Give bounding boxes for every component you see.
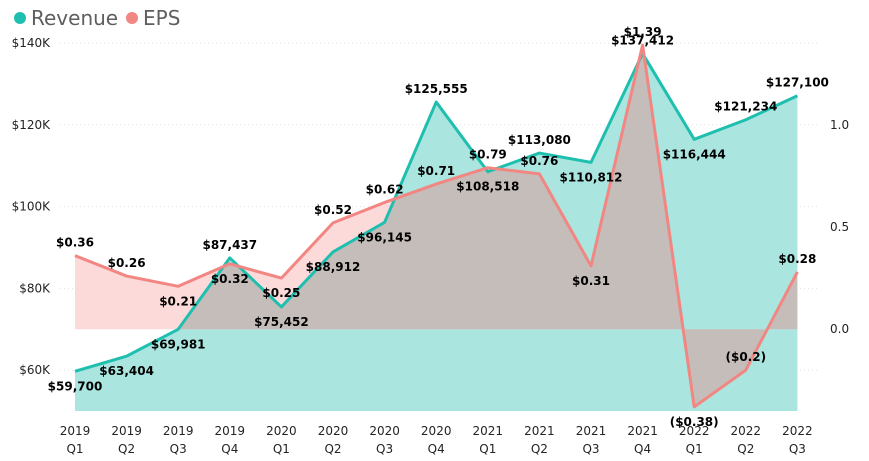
x-tick-label-year: 2020 xyxy=(318,424,349,438)
x-tick-label-quarter: Q1 xyxy=(273,442,290,456)
x-tick-label-quarter: Q4 xyxy=(428,442,445,456)
eps-data-label: $0.62 xyxy=(366,182,404,196)
revenue-data-label: $108,518 xyxy=(456,180,519,194)
x-axis: 2019 Q1 2019 Q2 2019 Q3 2019 Q4 2020 Q1 2020 Q2 2020… xyxy=(60,424,813,456)
left-y-axis: $60K $80K $100K $120K $140K xyxy=(12,36,52,377)
x-tick-label-quarter: Q2 xyxy=(737,442,754,456)
legend-label-eps[interactable]: EPS xyxy=(143,6,180,30)
x-tick-label-quarter: Q3 xyxy=(789,442,806,456)
revenue-data-label: $96,145 xyxy=(357,230,412,244)
area-layer xyxy=(75,45,798,412)
legend: Revenue EPS xyxy=(14,6,180,30)
y-left-tick-label: $120K xyxy=(12,118,52,132)
eps-data-label: $0.79 xyxy=(469,148,507,162)
x-tick-label-year: 2022 xyxy=(731,424,762,438)
x-tick-label-quarter: Q2 xyxy=(118,442,135,456)
x-tick-label-year: 2021 xyxy=(627,424,658,438)
eps-data-label: ($0.2) xyxy=(726,350,767,364)
revenue-data-label: $88,912 xyxy=(306,260,361,274)
y-left-tick-label: $60K xyxy=(19,363,51,377)
legend-label-revenue[interactable]: Revenue xyxy=(31,6,118,30)
revenue-line[interactable] xyxy=(74,52,799,373)
revenue-data-label: $75,452 xyxy=(254,315,309,329)
y-left-tick-label: $80K xyxy=(19,281,51,295)
x-tick-label-year: 2019 xyxy=(215,424,246,438)
revenue-data-label: $116,444 xyxy=(663,147,726,161)
eps-data-label: ($0.38) xyxy=(670,415,719,429)
eps-data-label: $0.26 xyxy=(108,256,146,270)
data-labels: $59,700$63,404 $69,981 $87,437 $75,452 $88,9… xyxy=(48,25,829,429)
eps-data-label: $0.28 xyxy=(778,252,816,266)
x-tick-label-quarter: Q2 xyxy=(531,442,548,456)
x-tick-label-quarter: Q2 xyxy=(324,442,341,456)
eps-data-label: $0.31 xyxy=(572,274,610,288)
eps-line[interactable] xyxy=(74,43,799,409)
revenue-data-label: $59,700 xyxy=(48,379,103,393)
y-right-tick-label: 1.0 xyxy=(830,118,849,132)
x-tick-label-year: 2021 xyxy=(473,424,504,438)
x-tick-label-quarter: Q4 xyxy=(221,442,238,456)
legend-marker-eps[interactable] xyxy=(126,12,138,24)
revenue-data-label: $125,555 xyxy=(405,82,468,96)
x-tick-label-quarter: Q1 xyxy=(66,442,83,456)
x-tick-label-quarter: Q4 xyxy=(634,442,651,456)
eps-data-label: $0.36 xyxy=(56,236,94,250)
x-tick-label-quarter: Q1 xyxy=(479,442,496,456)
legend-marker-revenue[interactable] xyxy=(14,12,26,24)
eps-data-label: $0.76 xyxy=(520,154,558,168)
revenue-data-label: $110,812 xyxy=(559,170,622,184)
x-tick-label-year: 2021 xyxy=(576,424,607,438)
eps-data-label: $0.71 xyxy=(417,164,455,178)
line-layer xyxy=(74,43,799,409)
revenue-data-label: $113,080 xyxy=(508,133,571,147)
y-left-tick-label: $140K xyxy=(12,36,52,50)
revenue-data-label: $69,981 xyxy=(151,337,206,351)
eps-data-label: $0.52 xyxy=(314,203,352,217)
x-tick-label-year: 2022 xyxy=(782,424,813,438)
x-tick-label-year: 2021 xyxy=(524,424,555,438)
x-tick-label-year: 2019 xyxy=(60,424,91,438)
revenue-data-label: $121,234 xyxy=(714,100,777,114)
x-tick-label-year: 2020 xyxy=(266,424,297,438)
y-right-tick-label: 0.0 xyxy=(830,322,849,336)
y-left-tick-label: $100K xyxy=(12,200,52,214)
eps-data-label: $0.25 xyxy=(262,286,300,300)
eps-data-label: $0.32 xyxy=(211,272,249,286)
x-tick-label-year: 2020 xyxy=(369,424,400,438)
eps-data-label: $0.21 xyxy=(159,294,197,308)
x-tick-label-quarter: Q3 xyxy=(582,442,599,456)
revenue-data-label: $127,100 xyxy=(766,76,829,90)
revenue-data-label: $87,437 xyxy=(202,238,257,252)
x-tick-label-quarter: Q3 xyxy=(170,442,187,456)
x-tick-label-year: 2019 xyxy=(163,424,194,438)
overlap-area xyxy=(75,53,798,407)
eps-data-label: $1.39 xyxy=(624,25,662,39)
x-tick-label-quarter: Q3 xyxy=(376,442,393,456)
x-tick-label-year: 2020 xyxy=(421,424,452,438)
revenue-data-label: $63,404 xyxy=(99,364,154,378)
x-tick-label-year: 2022 xyxy=(679,424,710,438)
x-tick-label-year: 2019 xyxy=(111,424,142,438)
y-right-tick-label: 0.5 xyxy=(830,220,849,234)
revenue-data-label: $137,412 xyxy=(611,34,674,48)
right-y-axis: 0.0 0.5 1.0 xyxy=(830,118,849,336)
x-tick-label-quarter: Q1 xyxy=(686,442,703,456)
